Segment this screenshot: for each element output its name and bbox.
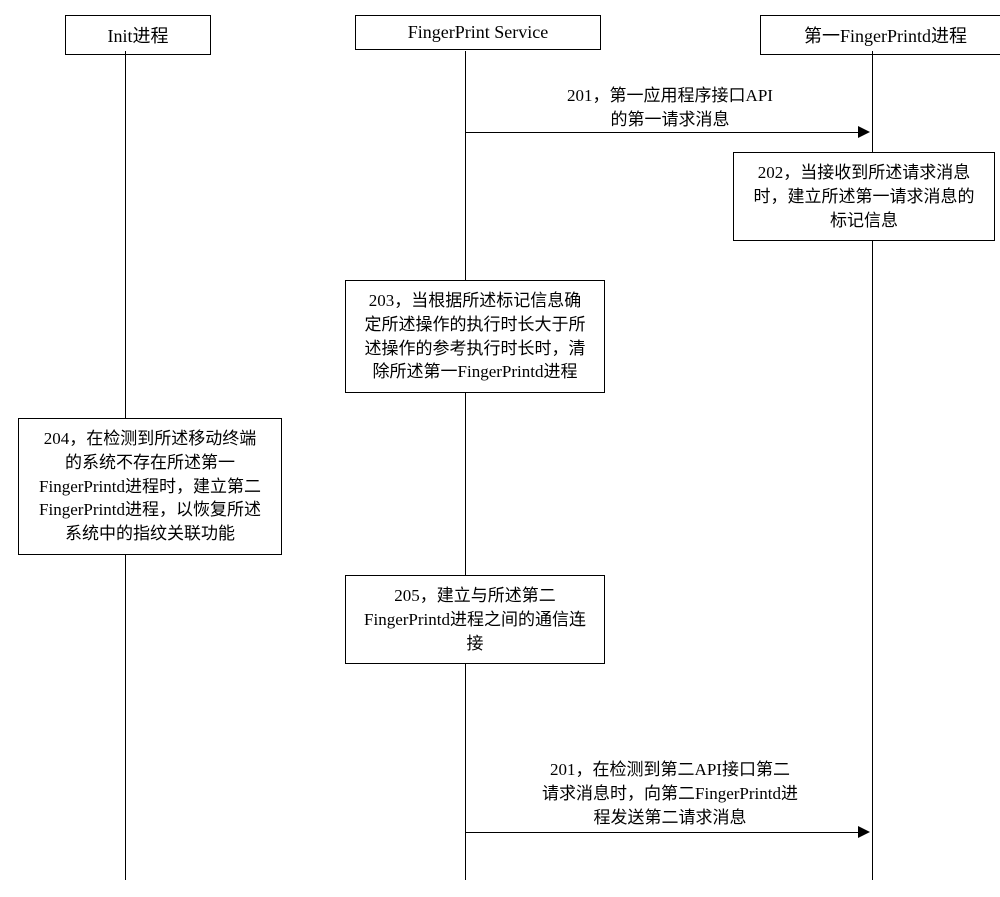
note-3: 205，建立与所述第二FingerPrintd进程之间的通信连接 (345, 575, 605, 664)
lifeline-service (465, 51, 466, 880)
note-2: 204，在检测到所述移动终端的系统不存在所述第一FingerPrintd进程时，… (18, 418, 282, 555)
sequence-diagram: Init进程 FingerPrint Service 第一FingerPrintd进… (0, 0, 1000, 897)
arrow-line-1 (465, 832, 860, 833)
arrowhead-icon (858, 826, 870, 838)
arrowhead-icon (858, 126, 870, 138)
actor-service: FingerPrint Service (355, 15, 601, 50)
arrow-line-0 (465, 132, 860, 133)
actor-printd: 第一FingerPrintd进程 (760, 15, 1000, 55)
arrow-label-1: 201，在检测到第二API接口第二请求消息时，向第二FingerPrintd进程… (490, 758, 850, 829)
actor-init: Init进程 (65, 15, 211, 55)
arrow-label-0: 201，第一应用程序接口API的第一请求消息 (505, 84, 835, 132)
note-1: 203，当根据所述标记信息确定所述操作的执行时长大于所述操作的参考执行时长时，清… (345, 280, 605, 393)
note-0: 202，当接收到所述请求消息时，建立所述第一请求消息的标记信息 (733, 152, 995, 241)
